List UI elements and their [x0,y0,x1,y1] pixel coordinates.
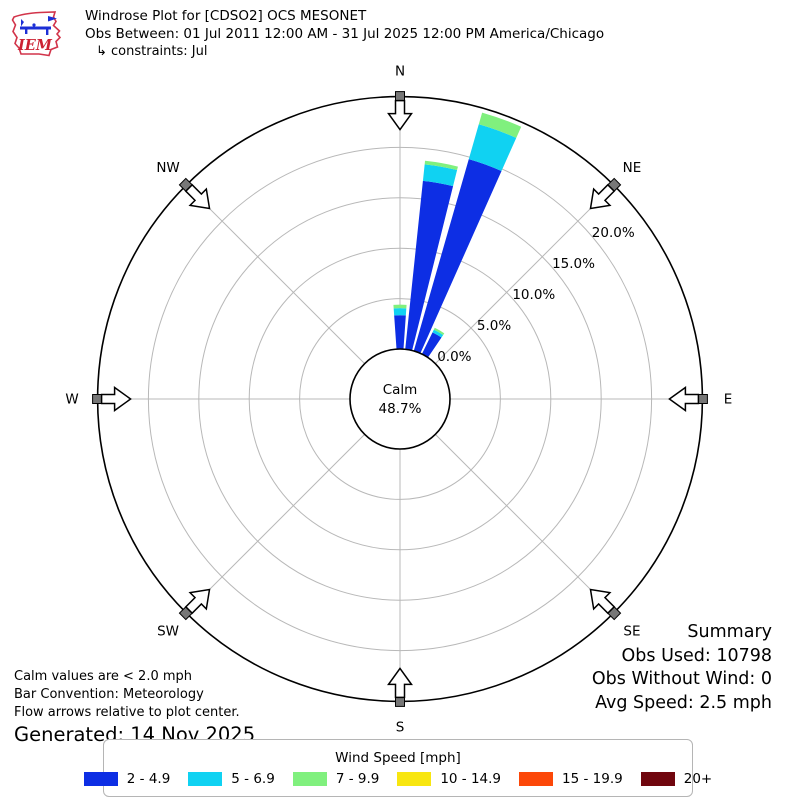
compass-arrow-e-icon [668,386,708,412]
compass-label-sw: SW [157,624,179,640]
wind-bar-segment [405,180,454,351]
arrow-head [668,386,700,412]
legend-items: 2 - 4.9 5 - 6.9 7 - 9.9 10 - 14.9 15 - 19.9 2… [75,771,721,787]
legend-label: 2 - 4.9 [126,770,171,787]
legend-label: 7 - 9.9 [335,770,380,787]
legend-item: 10 - 14.9 [397,771,501,787]
summary-avg-speed: Avg Speed: 2.5 mph [595,692,772,713]
legend-item: 2 - 4.9 [83,770,171,787]
footnote-calm: Calm values are < 2.0 mph [14,669,193,684]
radial-tick-label: 15.0% [552,256,595,272]
spoke-gridline [435,434,615,614]
compass-label-n: N [395,64,405,80]
calm-label: Calm [383,382,418,398]
wind-bar-segment [394,315,406,350]
legend-label: 20+ [683,770,713,787]
legend-item: 15 - 19.9 [519,771,623,787]
wind-bar-segment [422,164,458,187]
spoke-gridline [185,434,365,614]
arrow-head [589,183,616,210]
wind-bar-segment [413,159,502,354]
legend-swatch-icon [640,771,675,786]
legend-title: Wind Speed [mph] [335,749,461,766]
compass-arrow-ne-icon [589,177,622,210]
legend-swatch-icon [83,771,118,786]
compass-arrow-s-icon [387,667,413,707]
arrow-head [184,588,211,615]
wind-bar-segment [393,304,407,309]
spoke-gridline [435,184,615,364]
compass-arrow-nw-icon [178,177,211,210]
title-block: Windrose Plot for [CDSO2] OCS MESONET Ob… [85,7,604,61]
legend-swatch-icon [292,771,327,786]
arrow-head [100,386,132,412]
wind-bar-segment [424,160,458,171]
compass-arrow-se-icon [589,588,622,621]
legend-swatch-icon [519,771,554,786]
arrow-head [589,588,616,615]
arrow-head [387,667,413,699]
compass-label-nw: NW [156,160,179,176]
legend-item: 20+ [640,770,713,787]
legend-swatch-icon [397,771,432,786]
footnote-convention: Bar Convention: Meteorology [14,687,204,702]
iem-logo: IEM [11,11,62,57]
legend-item: 7 - 9.9 [292,770,380,787]
summary-title: Summary [687,622,772,642]
legend-swatch-icon [188,771,223,786]
wind-bar-segment [393,308,407,316]
radial-tick-label: 5.0% [477,318,511,334]
compass-label-ne: NE [623,160,642,176]
legend-item: 5 - 6.9 [188,771,275,787]
summary-obs-without-wind: Obs Without Wind: 0 [591,669,772,689]
footnotes: Calm values are < 2.0 mph Bar Convention… [14,668,255,747]
iem-logo-text: IEM [17,37,53,54]
wind-bar-segment [433,327,445,335]
legend-label: 15 - 19.9 [562,770,623,787]
compass-label-s: S [396,720,405,736]
radial-tick-label: 0.0% [437,349,471,365]
compass-arrow-sw-icon [178,588,211,621]
compass-label-se: SE [623,624,640,640]
legend-label: 10 - 14.9 [440,770,502,787]
wind-bar-segment [432,329,444,338]
wind-bar-segment [421,332,442,358]
calm-value: 48.7% [379,401,422,417]
summary-obs-used: Obs Used: 10798 [621,645,773,666]
spoke-gridline [185,184,365,364]
summary-block: Summary Obs Used: 10798 Obs Without Wind… [592,621,772,715]
arrow-head [387,99,413,131]
plot-title: Windrose Plot for [CDSO2] OCS MESONET [85,8,367,24]
header: IEM Windrose Plot for [CDSO2] OCS MESONE… [0,0,800,70]
plot-constraints: ↳ constraints: Jul [96,44,208,59]
compass-label-e: E [724,392,733,408]
calm-circle [349,348,451,450]
radial-tick-label: 10.0% [512,287,555,303]
wind-bar-segment [478,112,522,138]
compass-label-w: W [65,392,78,408]
wind-speed-legend: Wind Speed [mph] 2 - 4.9 5 - 6.9 7 - 9.9 10… [83,739,712,797]
compass-arrow-w-icon [92,386,132,412]
wind-bar-segment [468,124,517,171]
footnote-arrows: Flow arrows relative to plot center. [14,705,240,720]
weather-vane-icon [20,16,57,35]
iowa-outline-icon [11,11,62,57]
plot-subtitle: Obs Between: 01 Jul 2011 12:00 AM - 31 J… [85,26,605,42]
compass-arrow-n-icon [387,91,413,131]
arrow-head [184,183,211,210]
legend-label: 5 - 6.9 [231,770,275,787]
radial-tick-label: 20.0% [592,225,635,241]
